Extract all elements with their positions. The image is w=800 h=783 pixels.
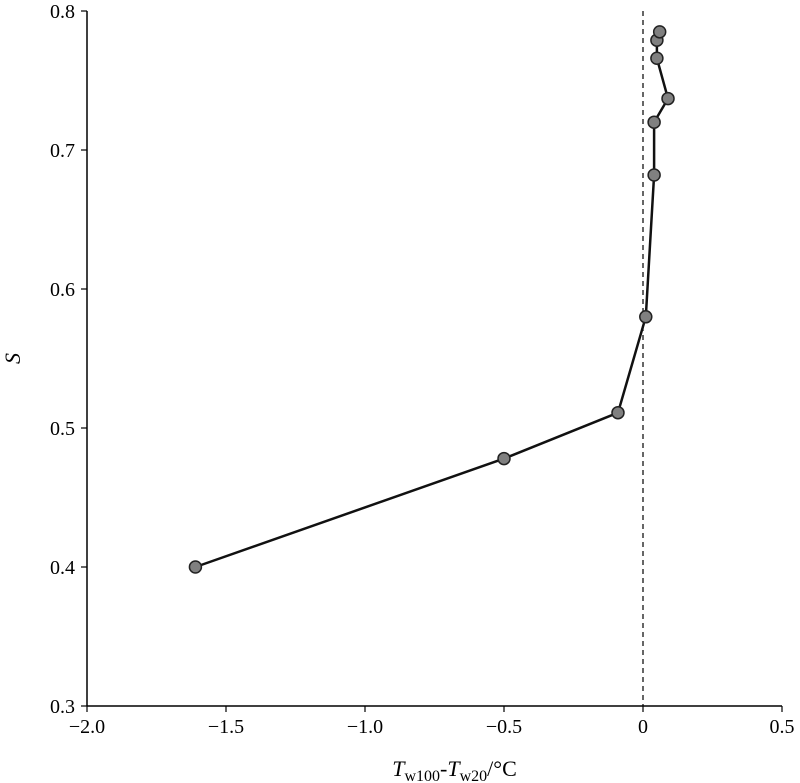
series-line	[194, 31, 670, 569]
axes	[86, 11, 782, 707]
x-axis-title: Tw100-Tw20/°C	[392, 756, 517, 783]
x-tick-label: −1.5	[208, 716, 244, 738]
data-point	[188, 560, 203, 574]
data-point	[647, 168, 661, 182]
data-point	[647, 115, 661, 129]
y-tick-label: 0.3	[50, 696, 75, 718]
x-axis-title-sep: -	[440, 756, 447, 781]
data-point	[497, 451, 511, 466]
data-point	[639, 310, 653, 324]
x-axis-title-sub1: w100	[404, 768, 440, 783]
x-tick-label: −2.0	[69, 716, 105, 738]
x-axis-title-sub2: w20	[460, 768, 488, 783]
y-axis-title: S	[0, 353, 25, 364]
x-axis-title-t1: T	[392, 756, 406, 781]
y-tick-label: 0.6	[50, 279, 75, 301]
x-axis-title-unit: /°C	[487, 756, 517, 781]
x-tick-label: 0.5	[770, 716, 795, 738]
x-axis-title-t2: T	[447, 756, 461, 781]
y-tick-label: 0.4	[50, 557, 75, 579]
y-tick-label: 0.7	[50, 140, 75, 162]
x-tick-label: −0.5	[486, 716, 522, 738]
series-group	[188, 25, 675, 574]
x-tick-label: 0	[638, 716, 648, 738]
y-tick-label: 0.5	[50, 418, 75, 440]
ticks: −2.0 −1.5 −1.0 −0.5 0 0.5 0.3 0.4 0.5 0.6 0.7 0.8	[50, 1, 795, 738]
y-tick-label: 0.8	[50, 1, 75, 23]
data-point	[650, 51, 664, 66]
x-tick-label: −1.0	[347, 716, 383, 738]
data-point	[661, 91, 675, 106]
data-point	[611, 405, 625, 420]
data-point	[652, 25, 667, 39]
